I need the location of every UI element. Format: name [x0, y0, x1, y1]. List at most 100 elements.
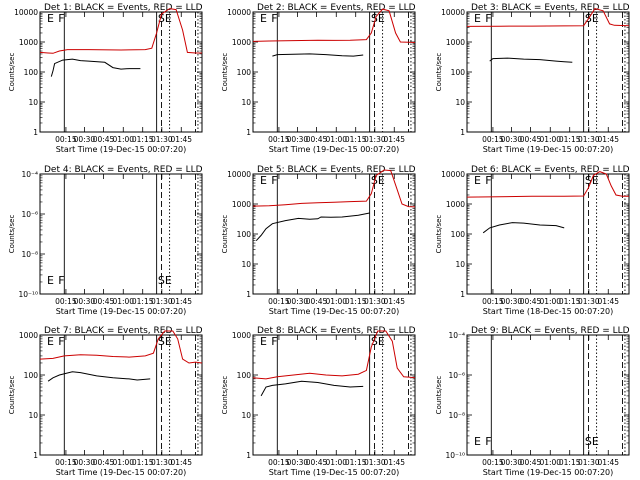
x-tick-label: 01:00 — [325, 458, 347, 467]
lld-series-line — [466, 8, 630, 27]
x-tick-label: 01:30 — [578, 458, 600, 467]
x-tick-label: 00:15 — [482, 135, 504, 144]
lld-series-line — [466, 171, 629, 198]
y-tick-label: 10 — [241, 411, 251, 420]
x-tick-label: 00:45 — [93, 458, 115, 467]
marker-label-se: SE — [158, 335, 172, 348]
panel-title: Det 3: BLACK = Events, RED = LLD — [471, 3, 630, 13]
x-tick-label: 00:15 — [268, 297, 290, 306]
y-tick-label: 10 — [455, 260, 465, 269]
y-tick-label: 10000 — [14, 8, 38, 17]
x-tick-label: 01:00 — [325, 135, 347, 144]
x-axis-label: Start Time (19-Dec-15 00:07:20) — [269, 468, 400, 477]
marker-label-f: F — [58, 335, 64, 348]
x-tick-label: 01:30 — [364, 135, 386, 144]
y-tick-label: 1 — [246, 128, 251, 137]
panel-title: Det 1: BLACK = Events, RED = LLD — [44, 3, 203, 13]
marker-label-e: E — [474, 12, 481, 25]
x-axis-label: Start Time (19-Dec-15 00:07:20) — [56, 468, 187, 477]
marker-label-e: E — [47, 12, 54, 25]
panel-title: Det 2: BLACK = Events, RED = LLD — [257, 3, 416, 13]
events-series-line — [482, 222, 565, 234]
plot-frame — [39, 173, 203, 295]
x-tick-label: 00:30 — [287, 297, 309, 306]
x-tick-label: 01:30 — [364, 458, 386, 467]
x-axis-label: Start Time (19-Dec-15 00:07:20) — [56, 307, 187, 316]
marker-label-e: E — [474, 435, 481, 448]
y-tick-label: 10000 — [441, 8, 465, 17]
x-tick-label: 01:15 — [559, 135, 581, 144]
events-series-line — [260, 380, 364, 397]
x-tick-label: 01:30 — [578, 135, 600, 144]
y-tick-label: 100 — [24, 68, 39, 77]
marker-label-f: F — [271, 174, 277, 187]
marker-label-e: E — [474, 174, 481, 187]
x-tick-label: 00:15 — [268, 135, 290, 144]
y-axis-label: Counts/sec — [8, 53, 16, 92]
y-tick-label: 1000 — [232, 200, 251, 209]
y-tick-label: 1000 — [19, 331, 38, 340]
events-series-line — [50, 58, 141, 77]
x-tick-label: 01:00 — [112, 458, 134, 467]
panel-det-3: Det 3: BLACK = Events, RED = LLD 1 10 100 10… — [435, 3, 630, 154]
y-axis-label: Counts/sec — [8, 376, 16, 415]
y-tick-label: 10⁻⁸ — [448, 411, 465, 420]
marker-label-f: F — [485, 174, 491, 187]
x-tick-label: 01:15 — [345, 297, 367, 306]
y-tick-label: 1 — [33, 128, 38, 137]
y-tick-label: 10⁻⁶ — [448, 371, 465, 380]
x-tick-label: 01:45 — [170, 297, 192, 306]
y-tick-label: 10⁻¹⁰ — [18, 290, 38, 299]
x-tick-label: 01:15 — [559, 297, 581, 306]
events-series-line — [47, 371, 151, 382]
y-axis-label: Counts/sec — [8, 215, 16, 254]
y-tick-label: 100 — [24, 371, 39, 380]
lld-series-line — [39, 8, 202, 54]
x-tick-label: 01:15 — [345, 135, 367, 144]
y-tick-label: 100 — [237, 68, 252, 77]
y-tick-label: 1000 — [446, 200, 465, 209]
x-tick-label: 01:00 — [539, 297, 561, 306]
x-tick-label: 00:45 — [520, 458, 542, 467]
x-axis-label: Start Time (18-Dec-15 00:07:20) — [483, 307, 614, 316]
panel-title: Det 9: BLACK = Events, RED = LLD — [471, 326, 630, 336]
x-tick-label: 00:30 — [74, 297, 96, 306]
y-tick-label: 100 — [451, 230, 466, 239]
y-tick-label: 10000 — [441, 170, 465, 179]
panel-title: Det 5: BLACK = Events, RED = LLD — [257, 165, 416, 175]
x-tick-label: 01:00 — [112, 135, 134, 144]
marker-label-f: F — [58, 274, 64, 287]
x-tick-label: 00:15 — [55, 297, 77, 306]
y-tick-label: 10000 — [227, 170, 251, 179]
y-tick-label: 1 — [246, 290, 251, 299]
x-tick-label: 00:30 — [501, 135, 523, 144]
y-tick-label: 1000 — [232, 331, 251, 340]
y-tick-label: 1000 — [232, 38, 251, 47]
lld-series-line — [252, 330, 416, 380]
y-axis-label: Counts/sec — [221, 215, 229, 254]
marker-label-f: F — [485, 12, 491, 25]
marker-label-f: F — [271, 335, 277, 348]
marker-label-f: F — [58, 12, 64, 25]
y-tick-label: 10 — [28, 98, 38, 107]
y-tick-label: 10⁻⁴ — [448, 331, 465, 340]
marker-label-e: E — [260, 335, 267, 348]
x-tick-label: 01:45 — [597, 135, 619, 144]
plot-frame — [252, 334, 416, 456]
y-tick-label: 1 — [460, 290, 465, 299]
x-tick-label: 01:00 — [325, 297, 347, 306]
x-tick-label: 01:30 — [151, 297, 173, 306]
x-tick-label: 00:45 — [306, 135, 328, 144]
x-tick-label: 00:45 — [520, 135, 542, 144]
x-tick-label: 00:45 — [93, 297, 115, 306]
panel-title: Det 8: BLACK = Events, RED = LLD — [257, 326, 416, 336]
x-tick-label: 01:45 — [383, 297, 405, 306]
marker-label-se: SE — [158, 274, 172, 287]
panel-det-5: Det 5: BLACK = Events, RED = LLD 1 10 100 10… — [221, 165, 416, 316]
marker-label-se: SE — [585, 435, 599, 448]
marker-label-f: F — [271, 12, 277, 25]
events-series-line — [255, 212, 370, 242]
panel-det-9: Det 9: BLACK = Events, RED = LLD 10⁻¹⁰ 10⁻… — [435, 326, 630, 477]
x-tick-label: 00:15 — [482, 297, 504, 306]
x-tick-label: 01:15 — [559, 458, 581, 467]
